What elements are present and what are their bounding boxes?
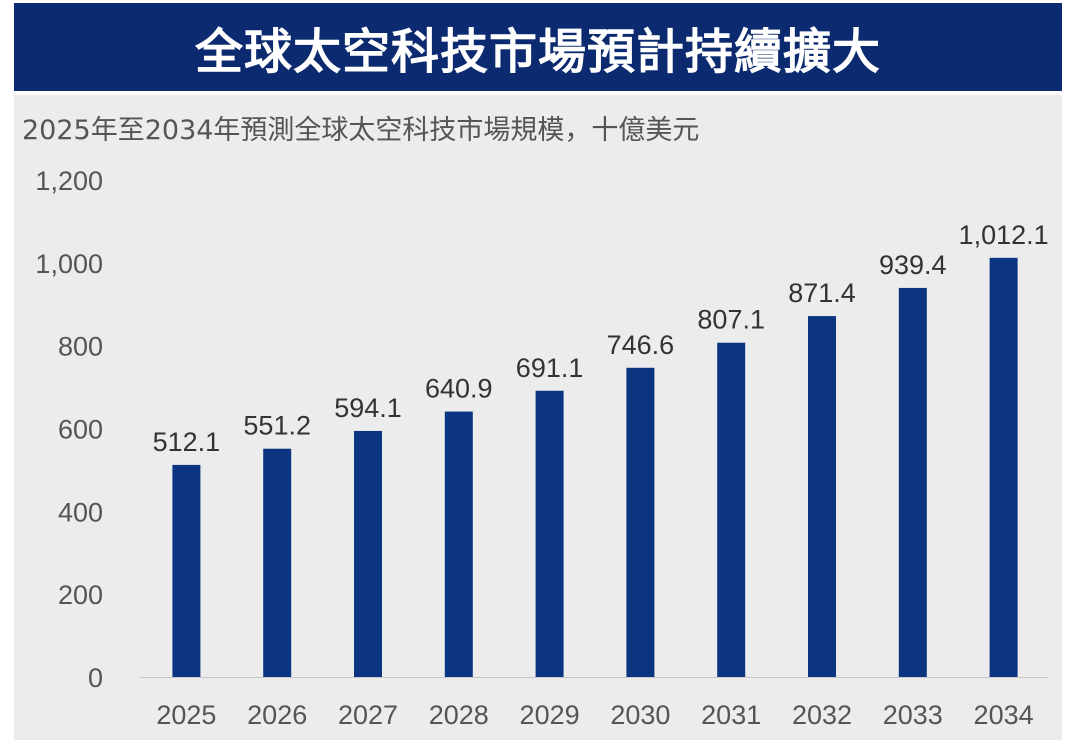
x-tick-label: 2026 [247,700,307,730]
x-tick-label: 2025 [156,700,216,730]
y-tick-label: 200 [58,580,103,610]
bar [898,287,927,677]
y-tick-label: 0 [88,663,103,693]
bar [626,367,655,677]
y-tick-label: 1,200 [35,166,103,196]
data-label: 807.1 [697,305,765,335]
bar [263,448,292,677]
x-tick-label: 2030 [610,700,670,730]
data-label: 551.2 [243,411,311,441]
y-tick-label: 600 [58,415,103,445]
data-label: 640.9 [425,374,493,404]
bar [808,316,836,677]
data-label: 512.1 [153,427,221,457]
data-label: 1,012.1 [959,220,1049,250]
x-tick-label: 2029 [520,700,580,730]
bar [989,257,1018,677]
chart-subtitle: 2025年至2034年預測全球太空科技市場規模，十億美元 [22,115,700,146]
y-tick-label: 800 [58,332,103,362]
x-tick-label: 2033 [883,700,943,730]
bar [172,464,201,677]
y-tick-label: 1,000 [35,249,103,279]
x-tick-label: 2028 [429,700,489,730]
data-label: 691.1 [516,353,584,383]
bar [535,390,564,677]
y-tick-label: 400 [58,497,103,527]
x-tick-label: 2027 [338,700,398,730]
x-tick-label: 2034 [974,700,1034,730]
bar [354,430,382,677]
bar [717,342,746,677]
x-tick-label: 2032 [792,700,852,730]
bar [444,411,473,677]
title-banner: 全球太空科技市場預計持續擴大 [14,3,1062,91]
data-label: 939.4 [879,250,947,280]
data-label: 871.4 [788,278,856,308]
data-label: 746.6 [607,330,675,360]
x-tick-label: 2031 [701,700,761,730]
chart-title: 全球太空科技市場預計持續擴大 [194,24,881,80]
data-label: 594.1 [334,393,402,423]
